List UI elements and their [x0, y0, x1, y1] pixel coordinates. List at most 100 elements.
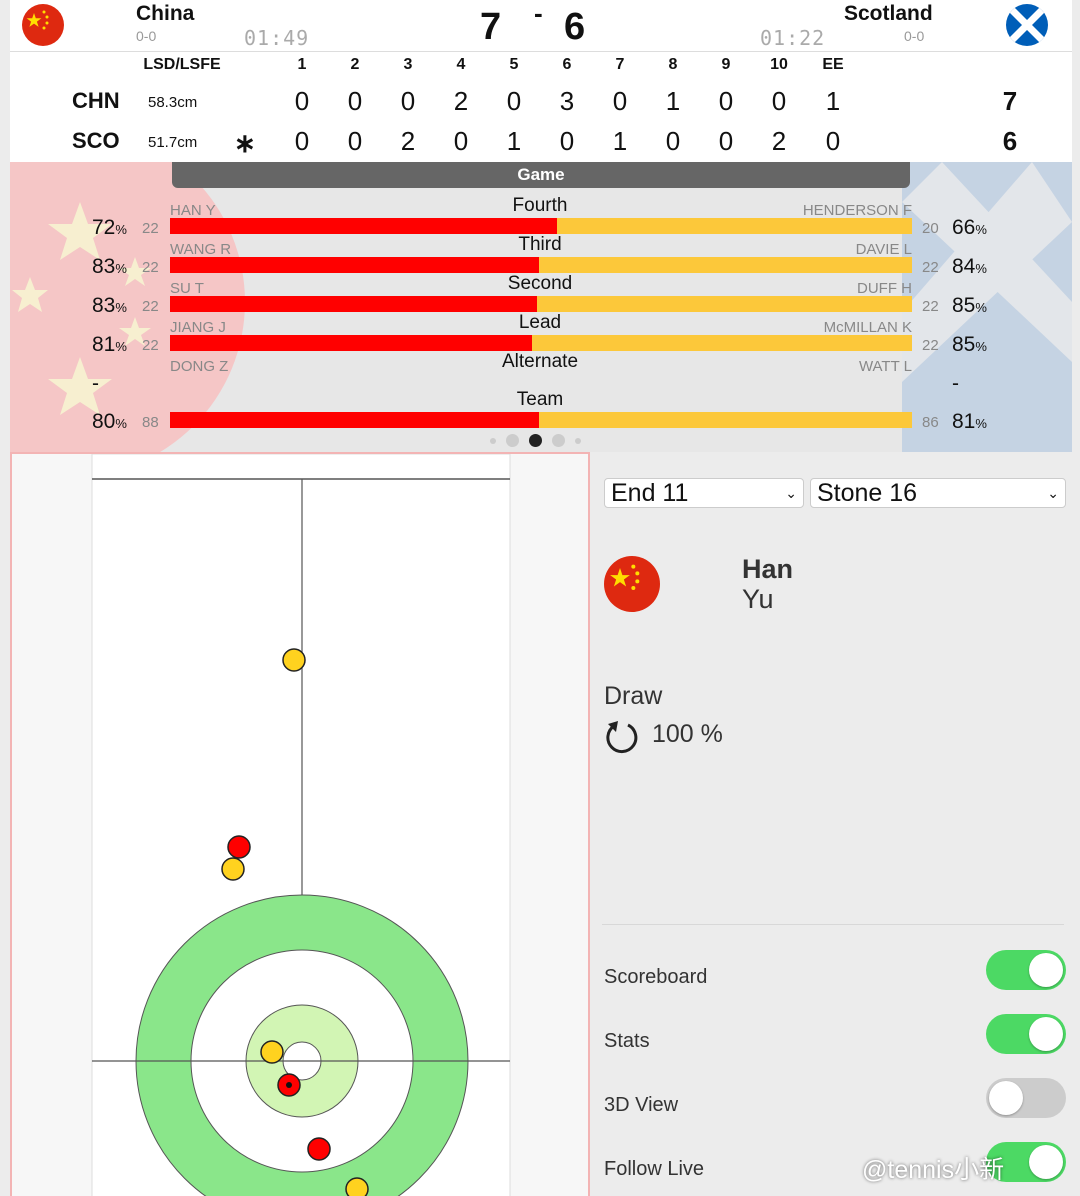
left-percentage: 80% — [92, 410, 127, 434]
percent-sign: % — [115, 261, 127, 276]
team-lsd: 51.7cm — [148, 134, 198, 151]
end-header: 3 — [403, 56, 413, 73]
position-label: Second — [507, 273, 573, 294]
right-player-name: WATT L — [858, 358, 912, 375]
red-stone[interactable] — [227, 835, 251, 859]
right-percentage: 81% — [952, 410, 987, 434]
toggle-label: 3D View — [604, 1094, 679, 1116]
end-select[interactable]: End 11 ⌄ — [604, 478, 804, 508]
position-label: Team — [516, 389, 564, 410]
end-header: 2 — [350, 56, 360, 73]
end-score-cell: 0 — [294, 126, 310, 156]
end-score-cell: 0 — [825, 126, 841, 156]
left-shot-count: 22 — [142, 259, 159, 276]
scoreboard-header: China 0-0 01:49 7 - 6 01:22 Scotland 0-0 — [10, 0, 1072, 52]
end-score-cell: 1 — [665, 86, 681, 116]
percent-sign: % — [975, 300, 987, 315]
end-header: 5 — [509, 56, 519, 73]
position-label: Fourth — [512, 195, 568, 216]
away-score: 6 — [564, 6, 586, 48]
toggle-switch[interactable] — [986, 1014, 1066, 1054]
toggle-label: Follow Live — [604, 1158, 705, 1180]
percentage-value: 80 — [92, 410, 116, 433]
carousel-dot[interactable] — [575, 437, 581, 444]
red-stone[interactable] — [307, 1137, 331, 1161]
left-shot-count: 22 — [142, 298, 159, 315]
carousel-dot[interactable] — [506, 434, 519, 447]
end-score-cell: 2 — [400, 126, 416, 156]
end-score-cell: 0 — [665, 126, 681, 156]
yellow-stone[interactable] — [221, 857, 245, 881]
end-score-cell: 0 — [347, 86, 363, 116]
left-percentage: - — [92, 372, 99, 396]
percent-sign: % — [115, 300, 127, 315]
position-label: Lead — [518, 312, 562, 333]
end-score-cell: 0 — [718, 126, 734, 156]
end-header: 4 — [456, 56, 466, 73]
right-shot-count: 22 — [922, 298, 939, 315]
percent-sign: % — [115, 222, 127, 237]
percentage-value: 85 — [952, 294, 976, 317]
percentage-value: 83 — [92, 294, 116, 317]
toggle-knob — [1029, 1145, 1063, 1179]
home-time-clock: 01:49 — [244, 26, 310, 50]
team-total: 7 — [1002, 86, 1018, 116]
toggle-switch[interactable] — [986, 950, 1066, 990]
toggle-knob — [1029, 953, 1063, 987]
percent-sign: % — [115, 339, 127, 354]
left-player-name: WANG R — [170, 241, 232, 258]
scotland-flag-icon — [1006, 4, 1048, 46]
percentage-value: - — [92, 372, 99, 395]
end-score-cell: 0 — [771, 86, 787, 116]
last-stone-marker — [286, 1082, 292, 1088]
carousel-dots[interactable] — [490, 434, 581, 447]
toggle-switch[interactable] — [986, 1142, 1066, 1182]
toggle-switch[interactable] — [986, 1078, 1066, 1118]
end-score-cell: 0 — [453, 126, 469, 156]
scotland-flag-background — [902, 162, 1072, 452]
left-percentage: 81% — [92, 333, 127, 357]
end-header: EE — [822, 56, 844, 73]
stone-select[interactable]: Stone 16 ⌄ — [810, 478, 1066, 508]
team-lsd: 58.3cm — [148, 94, 198, 111]
carousel-dot-active[interactable] — [529, 434, 542, 447]
end-score-cell: 2 — [453, 86, 469, 116]
carousel-dot[interactable] — [552, 434, 565, 447]
stone-select-value: Stone 16 — [817, 479, 918, 507]
away-team-record: 0-0 — [904, 28, 925, 44]
carousel-dot[interactable] — [490, 437, 496, 444]
percent-sign: % — [975, 222, 987, 237]
away-time-clock: 01:22 — [760, 26, 826, 50]
chevron-down-icon: ⌄ — [1047, 485, 1059, 501]
china-flag-icon — [604, 556, 660, 612]
home-team-record: 0-0 — [136, 28, 157, 44]
end-header: 6 — [562, 56, 572, 73]
left-player-name: HAN Y — [170, 202, 216, 219]
curling-sheet-panel[interactable] — [10, 452, 590, 1196]
right-percentage: 85% — [952, 294, 987, 318]
right-shot-count: 20 — [922, 220, 939, 237]
tab-game[interactable]: Game — [172, 162, 910, 188]
left-percentage: 83% — [92, 255, 127, 279]
accuracy-bar — [170, 335, 912, 351]
left-shot-count: 88 — [142, 414, 159, 431]
yellow-stone[interactable] — [282, 648, 306, 672]
accuracy-bar-fill — [170, 412, 539, 428]
curling-sheet[interactable] — [12, 454, 588, 1196]
china-flag-background — [10, 162, 245, 452]
rotation-icon — [606, 721, 638, 754]
toggle-label: Stats — [604, 1030, 650, 1052]
chevron-down-icon: ⌄ — [785, 485, 797, 501]
percent-sign: % — [975, 261, 987, 276]
accuracy-bar — [170, 296, 912, 312]
percentage-value: 85 — [952, 333, 976, 356]
yellow-stone[interactable] — [260, 1040, 284, 1064]
right-percentage: - — [952, 372, 959, 396]
end-score-cell: 2 — [771, 126, 787, 156]
end-score-cell: 1 — [825, 86, 841, 116]
percentage-value: 66 — [952, 216, 976, 239]
left-player-name: JIANG J — [170, 319, 226, 336]
end-header: 9 — [721, 56, 731, 73]
right-player-name: DUFF H — [857, 280, 912, 297]
yellow-stone[interactable] — [345, 1177, 369, 1196]
